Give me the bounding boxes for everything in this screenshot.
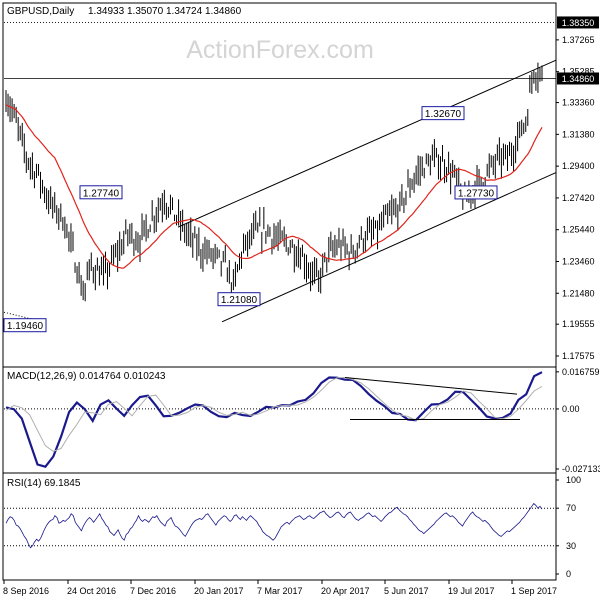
price-annotation-label: 1.27730 bbox=[458, 188, 495, 199]
rsi-panel-title: RSI(14) 69.1845 bbox=[7, 478, 81, 489]
x-tick-label: 7 Mar 2017 bbox=[257, 586, 303, 596]
price-y-tick-label: 1.29400 bbox=[562, 161, 595, 171]
price-y-tick-label: 1.19555 bbox=[562, 319, 595, 329]
x-tick-label: 8 Sep 2016 bbox=[3, 586, 49, 596]
level-label-box bbox=[557, 16, 599, 29]
price-annotation-label: 1.27740 bbox=[83, 188, 120, 199]
price-y-tick-label: 1.35285 bbox=[562, 67, 595, 77]
macd-y-tick-label: 0.016759 bbox=[562, 367, 600, 377]
macd-y-tick-label: 0.00 bbox=[562, 404, 580, 414]
price-annotation-box bbox=[454, 185, 498, 200]
ohlc-open: 1.34933 bbox=[88, 6, 125, 17]
x-tick-label: 24 Oct 2016 bbox=[67, 586, 116, 596]
price-y-tick-label: 1.31380 bbox=[562, 129, 595, 139]
channel-lower-line bbox=[221, 172, 557, 323]
rsi-y-tick-label: 70 bbox=[566, 503, 576, 513]
price-annotation-label: 1.21080 bbox=[221, 295, 258, 306]
level-label-box bbox=[557, 72, 599, 85]
rsi-y-tick-label: 0 bbox=[566, 569, 571, 579]
level-label: 1.38350 bbox=[562, 18, 595, 28]
x-tick-label: 20 Apr 2017 bbox=[321, 586, 370, 596]
price-y-tick-label: 1.23460 bbox=[562, 256, 595, 266]
price-annotation-box bbox=[217, 292, 261, 307]
rsi-y-tick-label: 100 bbox=[566, 475, 581, 485]
level-label: 1.34860 bbox=[562, 74, 595, 84]
moving-average-line bbox=[5, 104, 543, 269]
ohlc-low: 1.34724 bbox=[166, 6, 203, 17]
x-tick-label: 20 Jan 2017 bbox=[194, 586, 244, 596]
price-panel-title: GBPUSD,Daily bbox=[7, 6, 74, 17]
price-y-tick-label: 1.21480 bbox=[562, 288, 595, 298]
price-y-tick-label: 1.37265 bbox=[562, 35, 595, 45]
rsi-y-tick-label: 30 bbox=[566, 541, 576, 551]
x-tick-label: 5 Jun 2017 bbox=[384, 586, 429, 596]
macd-y-tick-label: -0.027133 bbox=[562, 464, 600, 474]
price-y-tick-label: 1.17575 bbox=[562, 351, 595, 361]
channel-upper-line bbox=[177, 59, 557, 228]
macd-panel-title: MACD(12,26,9) 0.014764 0.010243 bbox=[7, 371, 166, 382]
macd-trendline-upper bbox=[344, 377, 518, 395]
price-y-tick-label: 1.27420 bbox=[562, 193, 595, 203]
price-annotation-label: 1.32670 bbox=[425, 109, 462, 120]
rsi-line bbox=[5, 502, 543, 549]
rsi-panel-frame bbox=[2, 472, 557, 581]
ohlc-high: 1.35070 bbox=[127, 6, 164, 17]
price-annotation-box bbox=[421, 106, 465, 121]
ohlc-close: 1.34860 bbox=[205, 6, 242, 17]
macd-line bbox=[5, 371, 543, 468]
x-tick-label: 7 Dec 2016 bbox=[130, 586, 176, 596]
x-tick-label: 19 Jul 2017 bbox=[448, 586, 495, 596]
price-annotation-box bbox=[3, 318, 47, 333]
price-annotation-label: 1.19460 bbox=[7, 321, 44, 332]
watermark: ActionForex.com bbox=[186, 36, 374, 64]
price-y-tick-label: 1.25440 bbox=[562, 225, 595, 235]
price-annotation-box bbox=[79, 185, 123, 200]
x-tick-label: 1 Sep 2017 bbox=[511, 586, 557, 596]
macd-signal-line bbox=[5, 376, 543, 452]
price-y-tick-label: 1.33360 bbox=[562, 98, 595, 108]
